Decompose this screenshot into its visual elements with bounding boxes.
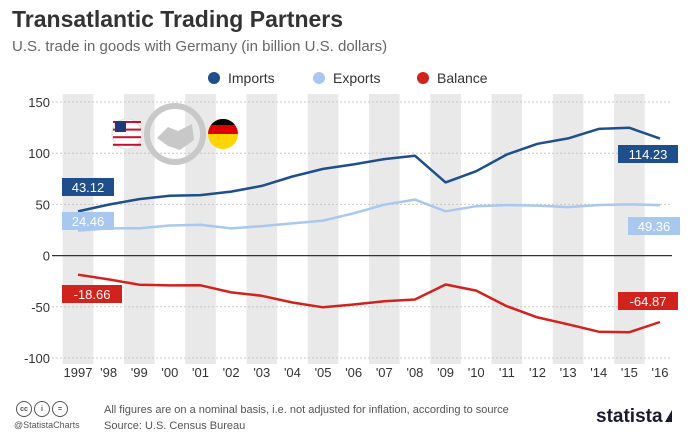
- x-tick-label: '08: [406, 365, 423, 380]
- attribution-icon: i: [34, 401, 50, 417]
- footer-source: Source: U.S. Census Bureau: [104, 420, 246, 432]
- x-tick-label: '05: [315, 365, 332, 380]
- handshake-hands: [157, 124, 194, 150]
- data-label-exports-end: 49.36: [638, 219, 671, 234]
- no-derivatives-icon: =: [52, 401, 68, 417]
- y-tick-label: 50: [36, 197, 50, 212]
- x-tick-label: '12: [529, 365, 546, 380]
- legend-item-exports: Exports: [313, 70, 380, 86]
- series-line-balance: [77, 273, 661, 334]
- year-band: [369, 94, 400, 364]
- y-tick-label: -50: [31, 300, 50, 315]
- data-label-exports-end-box: [628, 217, 680, 235]
- data-label-balance-end: -64.87: [630, 294, 667, 309]
- us-flag-canton: [115, 121, 126, 132]
- x-tick-label: '98: [100, 365, 117, 380]
- twitter-handle: @StatistaCharts: [14, 420, 80, 430]
- data-label-imports-start-box: [62, 178, 114, 196]
- year-band: [491, 94, 523, 364]
- y-tick-label: 0: [43, 249, 50, 264]
- cc-icon: cc: [16, 401, 32, 417]
- legend: Imports Exports Balance: [0, 70, 700, 90]
- year-band: [430, 94, 461, 364]
- x-tick-label: '01: [192, 365, 209, 380]
- data-label-exports-start-box: [62, 212, 114, 230]
- x-tick-label: '14: [590, 365, 607, 380]
- legend-item-imports: Imports: [208, 70, 275, 86]
- brand-mark-icon: [664, 410, 672, 422]
- x-tick-label: '07: [376, 365, 393, 380]
- x-tick-label: '10: [468, 365, 485, 380]
- x-tick-label: '06: [345, 365, 362, 380]
- line-chart: 150 100 50 0 -50 -100 1997 '98 '99 '00 '01 '02 '03 '0…: [24, 94, 680, 380]
- x-tick-label: '02: [223, 365, 240, 380]
- data-label-exports-start: 24.46: [72, 214, 105, 229]
- us-flag-stripe: [113, 136, 141, 139]
- data-label-imports-end: 114.23: [629, 147, 668, 162]
- x-tick-label: '99: [131, 365, 148, 380]
- data-label-imports-end-box: [618, 145, 678, 163]
- x-tick-label: '03: [253, 365, 270, 380]
- legend-item-balance: Balance: [417, 70, 488, 86]
- legend-label-exports: Exports: [333, 70, 381, 86]
- statista-logo: statista: [596, 406, 672, 428]
- us-flag-stripe: [113, 143, 141, 146]
- y-tick-label: -100: [24, 351, 50, 366]
- x-tick-label: '15: [621, 365, 638, 380]
- license-icons: cc i =: [16, 401, 68, 417]
- x-tick-label: '04: [284, 365, 301, 380]
- x-tick-label: 1997: [64, 365, 93, 380]
- year-band: [307, 94, 339, 364]
- year-band: [246, 94, 278, 364]
- data-label-balance-start-box: [62, 285, 122, 303]
- data-label-balance-start: -18.66: [74, 287, 111, 302]
- data-label-balance-end-box: [618, 292, 678, 310]
- footer-note: All figures are on a nominal basis, i.e.…: [104, 404, 509, 416]
- chart-title: Transatlantic Trading Partners: [12, 6, 344, 32]
- y-tick-label: 100: [28, 146, 50, 161]
- germany-flag-black: [211, 119, 235, 125]
- legend-marker-exports: [313, 72, 325, 84]
- chart-subtitle: U.S. trade in goods with Germany (in bil…: [12, 38, 388, 55]
- x-tick-label: '09: [437, 365, 454, 380]
- us-flag-stripe: [113, 121, 141, 123]
- legend-label-imports: Imports: [228, 70, 275, 86]
- brand-name: statista: [596, 406, 663, 427]
- y-tick-label: 150: [28, 95, 50, 110]
- series-line-exports: [77, 198, 661, 232]
- x-tick-label: '13: [560, 365, 577, 380]
- us-flag-stripe: [113, 128, 141, 131]
- x-tick-label: '16: [652, 365, 669, 380]
- series-line-imports: [77, 126, 661, 213]
- handshake-icon: [144, 103, 206, 165]
- data-label-imports-start: 43.12: [72, 180, 105, 195]
- legend-label-balance: Balance: [437, 70, 488, 86]
- x-tick-label: '00: [161, 365, 178, 380]
- legend-marker-balance: [417, 72, 429, 84]
- legend-marker-imports: [208, 72, 220, 84]
- x-tick-label: '11: [499, 365, 515, 380]
